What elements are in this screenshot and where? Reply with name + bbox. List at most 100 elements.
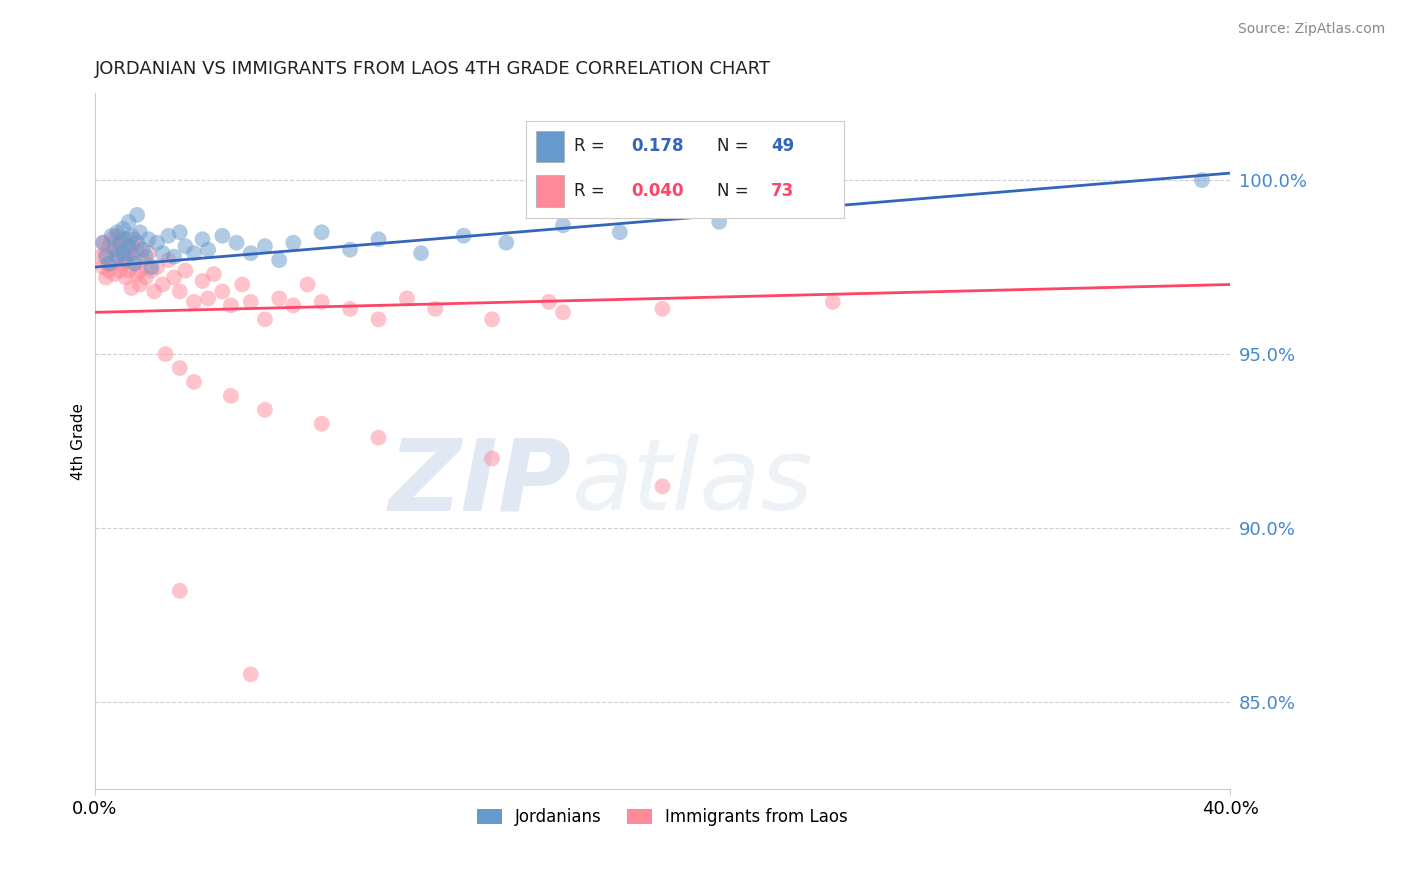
Point (121, 281, 143, 295)
Point (537, 294, 560, 309)
Point (191, 232, 214, 246)
Point (551, 305, 574, 319)
Point (339, 301, 361, 316)
Point (103, 243, 125, 257)
Point (129, 263, 152, 277)
Point (105, 253, 128, 268)
Point (155, 347, 177, 361)
Point (97, 257, 120, 271)
Point (135, 270, 157, 285)
Point (117, 239, 139, 253)
Point (169, 225, 191, 239)
Point (97, 263, 120, 277)
Point (111, 257, 134, 271)
Point (121, 239, 143, 253)
Point (141, 263, 163, 277)
Point (114, 232, 136, 246)
Point (135, 250, 157, 264)
Point (253, 239, 276, 253)
Point (108, 235, 131, 250)
Point (152, 277, 174, 292)
Text: Source: ZipAtlas.com: Source: ZipAtlas.com (1237, 22, 1385, 37)
Point (103, 267, 125, 281)
Point (211, 228, 233, 243)
Point (169, 285, 191, 299)
Point (425, 301, 447, 316)
Point (239, 294, 262, 309)
Point (297, 277, 319, 292)
Point (311, 225, 333, 239)
Point (169, 583, 191, 598)
Point (651, 479, 673, 493)
Point (225, 235, 247, 250)
Point (91, 235, 114, 250)
Point (169, 361, 191, 376)
Point (283, 298, 305, 312)
Point (269, 253, 291, 268)
Point (253, 402, 276, 417)
Point (124, 232, 146, 246)
Point (395, 292, 418, 306)
Point (495, 235, 517, 250)
Point (219, 298, 242, 312)
Text: JORDANIAN VS IMMIGRANTS FROM LAOS 4TH GRADE CORRELATION CHART: JORDANIAN VS IMMIGRANTS FROM LAOS 4TH GR… (94, 60, 770, 78)
Point (132, 243, 155, 257)
Point (108, 263, 131, 277)
Point (821, 294, 844, 309)
Point (367, 431, 389, 445)
Point (197, 292, 219, 306)
Text: atlas: atlas (572, 434, 813, 532)
Point (89, 250, 111, 264)
Point (114, 253, 136, 268)
Point (453, 228, 475, 243)
Point (157, 253, 180, 268)
Point (253, 312, 276, 326)
Point (105, 225, 128, 239)
Point (138, 232, 160, 246)
Point (111, 232, 134, 246)
Point (146, 235, 169, 250)
Point (111, 222, 134, 236)
Point (97, 239, 120, 253)
Point (651, 301, 673, 316)
Point (409, 246, 432, 260)
Point (211, 285, 233, 299)
Point (114, 270, 136, 285)
Point (127, 208, 149, 222)
Point (108, 239, 131, 253)
Point (183, 294, 205, 309)
Point (114, 250, 136, 264)
Point (132, 253, 155, 268)
Point (1191, 173, 1213, 187)
Point (481, 312, 503, 326)
Point (91, 260, 114, 274)
Point (231, 277, 253, 292)
Point (121, 246, 143, 260)
Point (157, 228, 180, 243)
Point (367, 232, 389, 246)
Point (94, 246, 117, 260)
Text: ZIP: ZIP (388, 434, 572, 532)
Point (117, 215, 139, 229)
Point (127, 235, 149, 250)
Point (100, 228, 122, 243)
Point (311, 417, 333, 431)
Point (111, 246, 134, 260)
Point (183, 246, 205, 260)
Point (197, 243, 219, 257)
Point (141, 260, 163, 274)
Point (481, 451, 503, 466)
Y-axis label: 4th Grade: 4th Grade (72, 402, 86, 480)
Point (124, 257, 146, 271)
Point (105, 228, 128, 243)
Point (117, 263, 139, 277)
Point (127, 267, 149, 281)
Point (100, 232, 122, 246)
Point (103, 243, 125, 257)
Point (183, 375, 205, 389)
Point (311, 294, 333, 309)
Point (138, 246, 160, 260)
Point (551, 219, 574, 233)
Point (129, 225, 152, 239)
Point (367, 312, 389, 326)
